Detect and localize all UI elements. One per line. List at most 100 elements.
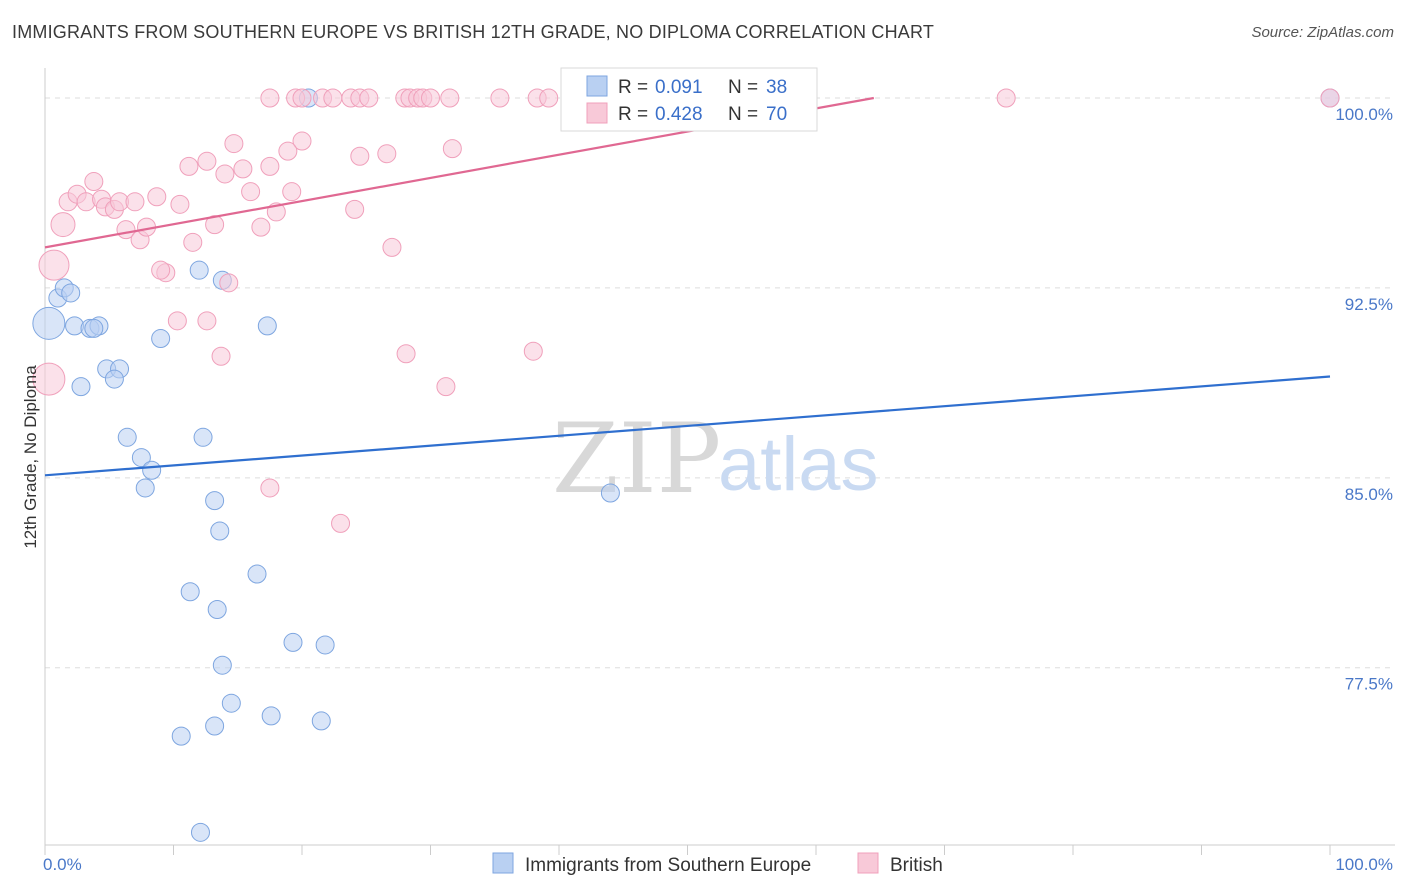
scatter-point <box>292 88 312 108</box>
scatter-point <box>377 144 397 164</box>
scatter-point <box>283 632 303 652</box>
scatter-point <box>257 316 277 336</box>
source-credit: Source: ZipAtlas.com <box>1251 24 1394 41</box>
scatter-point <box>211 346 231 366</box>
scatter-point <box>180 582 200 602</box>
scatter-point <box>131 448 151 468</box>
legend-swatch-british <box>586 102 608 124</box>
scatter-point <box>600 483 620 503</box>
legend-r-label-1: R = <box>618 77 648 98</box>
scatter-point <box>189 260 209 280</box>
x-tick-label: 100.0% <box>1335 855 1393 874</box>
scatter-point <box>311 711 331 731</box>
scatter-point <box>260 478 280 498</box>
scatter-point <box>212 655 232 675</box>
scatter-point <box>142 460 162 480</box>
scatter-point <box>282 182 302 202</box>
scatter-point <box>135 478 155 498</box>
scatter-point <box>247 564 267 584</box>
scatter-point <box>996 88 1016 108</box>
bottom-legend-label-immigrants: Immigrants from Southern Europe <box>525 855 811 876</box>
scatter-point <box>151 260 171 280</box>
scatter-point <box>396 344 416 364</box>
scatter-point <box>359 88 379 108</box>
scatter-point <box>170 194 190 214</box>
x-tick-label: 0.0% <box>43 855 82 874</box>
scatter-point <box>167 311 187 331</box>
scatter-point <box>197 151 217 171</box>
watermark-atlas: atlas <box>718 422 879 507</box>
scatter-point <box>205 716 225 736</box>
scatter-point <box>117 427 137 447</box>
scatter-point <box>205 491 225 511</box>
scatter-point <box>315 635 335 655</box>
scatter-point <box>50 212 76 238</box>
x-tick-labels: 0.0% 100.0% <box>43 855 1393 874</box>
legend-r-value-2: 0.428 <box>655 104 703 125</box>
scatter-point <box>38 249 70 281</box>
bottom-legend-swatch-british <box>857 852 879 874</box>
scatter-point <box>292 131 312 151</box>
scatter-point <box>171 726 191 746</box>
y-tick-label: 92.5% <box>1345 295 1393 314</box>
scatter-point <box>251 217 271 237</box>
scatter-point <box>260 156 280 176</box>
scatter-point <box>84 172 104 192</box>
y-tick-label: 85.0% <box>1345 485 1393 504</box>
legend-swatch-immigrants <box>586 75 608 97</box>
scatter-point <box>193 427 213 447</box>
scatter-point <box>219 273 239 293</box>
y-tick-labels: 100.0% 92.5% 85.0% 77.5% <box>1335 105 1393 694</box>
scatter-point <box>125 192 145 212</box>
scatter-point <box>539 88 559 108</box>
scatter-point <box>260 88 280 108</box>
scatter-point <box>215 164 235 184</box>
scatter-point <box>490 88 510 108</box>
scatter-point <box>210 521 230 541</box>
scatter-point <box>323 88 343 108</box>
scatter-point <box>523 341 543 361</box>
scatter-point <box>205 215 225 235</box>
legend-n-label-2: N = <box>728 104 758 125</box>
series-legend: Immigrants from Southern Europe British <box>492 852 943 876</box>
scatter-point <box>221 693 241 713</box>
y-tick-label: 77.5% <box>1345 675 1393 694</box>
legend-r-label-2: R = <box>618 104 648 125</box>
y-tick-label: 100.0% <box>1335 105 1393 124</box>
bottom-legend-swatch-immigrants <box>492 852 514 874</box>
axes <box>44 68 1395 855</box>
chart-title: IMMIGRANTS FROM SOUTHERN EUROPE VS BRITI… <box>12 22 935 42</box>
scatter-point <box>421 88 440 108</box>
legend-n-value-2: 70 <box>766 104 787 125</box>
scatter-point <box>84 318 104 338</box>
scatter-point <box>440 88 460 108</box>
scatter-point <box>183 232 203 252</box>
trend-line-immigrants <box>44 375 1331 477</box>
scatter-point <box>147 187 167 207</box>
scatter-point <box>241 182 261 202</box>
bottom-legend-label-british: British <box>890 855 943 876</box>
series-british-points <box>32 88 1340 533</box>
scatter-point <box>179 156 199 176</box>
scatter-point <box>197 311 217 331</box>
scatter-point <box>442 139 462 159</box>
watermark-zip: ZIP <box>552 403 721 515</box>
scatter-point <box>71 377 91 397</box>
scatter-point <box>233 159 253 179</box>
scatter-point <box>1320 88 1340 108</box>
legend-n-value-1: 38 <box>766 77 787 98</box>
scatter-point <box>190 822 210 842</box>
scatter-point <box>104 369 124 389</box>
legend-n-label-1: N = <box>728 77 758 98</box>
scatter-point <box>331 513 351 533</box>
scatter-point <box>382 237 402 257</box>
scatter-point <box>345 199 365 219</box>
scatter-point <box>151 329 171 349</box>
scatter-point <box>207 600 227 619</box>
watermark: ZIP atlas <box>552 403 879 515</box>
scatter-point <box>278 141 298 161</box>
scatter-point <box>61 283 81 303</box>
scatter-point <box>32 362 66 396</box>
stats-legend: R = 0.091 N = 38 R = 0.428 N = 70 <box>560 67 818 132</box>
